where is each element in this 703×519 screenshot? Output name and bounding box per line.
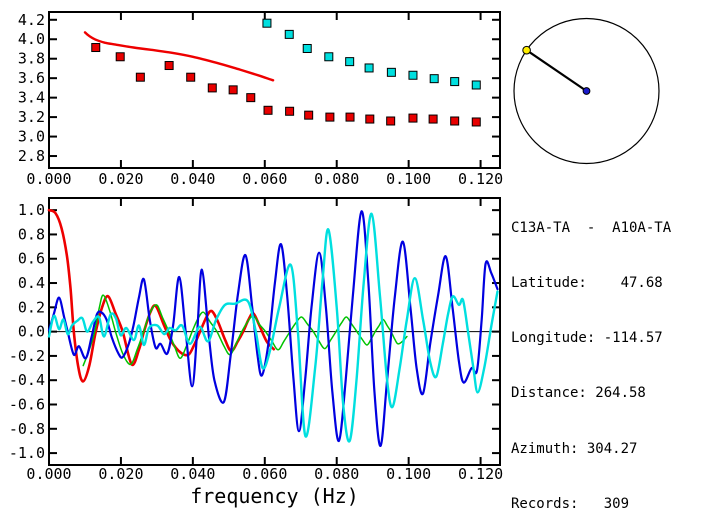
dispersion-frame — [48, 11, 501, 169]
phase-velocity-squares-point — [471, 80, 481, 90]
group-velocity-squares-point — [164, 61, 174, 71]
group-velocity-squares-point — [186, 72, 196, 82]
y-tick-label: 3.8 — [18, 50, 45, 68]
x-tick-label: 0.040 — [170, 465, 215, 483]
group-velocity-squares-point — [345, 112, 355, 122]
x-tick-label: 0.120 — [458, 170, 503, 188]
group-velocity-squares-point — [386, 116, 396, 126]
x-tick-label: 0.120 — [458, 465, 503, 483]
y-tick-label: 0.6 — [18, 250, 45, 268]
station-distance-line: Distance: 264.58 — [511, 385, 646, 402]
phase-velocity-squares-point — [284, 29, 294, 39]
center-station-dot-icon — [582, 87, 591, 95]
group-velocity-squares-point — [207, 83, 217, 93]
x-tick-label: 0.060 — [242, 170, 287, 188]
y-tick-label: 3.2 — [18, 108, 45, 126]
station-latitude-line: Latitude: 47.68 — [511, 275, 663, 292]
group-velocity-squares-point — [408, 113, 418, 123]
phase-velocity-squares-point — [429, 74, 439, 84]
group-velocity-squares-point — [285, 106, 295, 116]
station-pair-title: C13A-TA - A10A-TA — [511, 219, 672, 236]
y-tick-label: 0.8 — [18, 225, 45, 243]
y-tick-label: 1.0 — [18, 201, 45, 219]
x-tick-label: 0.080 — [314, 465, 359, 483]
x-tick-label: 0.080 — [314, 170, 359, 188]
x-tick-label: 0.100 — [386, 465, 431, 483]
compass-circle-icon — [513, 17, 660, 165]
y-tick-label: -0.4 — [9, 371, 45, 389]
phase-velocity-squares-point — [386, 67, 396, 77]
y-tick-label: 0.0 — [18, 323, 45, 341]
group-velocity-squares-point — [115, 52, 125, 62]
y-tick-label: -0.2 — [9, 347, 45, 365]
station-info-panel: C13A-TA - A10A-TA Latitude: 47.68 Longit… — [511, 182, 671, 519]
y-tick-label: 3.6 — [18, 69, 45, 87]
phase-velocity-squares-point — [408, 70, 418, 80]
group-velocity-squares-point — [450, 116, 460, 126]
phase-velocity-squares-point — [345, 57, 355, 67]
cyan-trace — [47, 212, 499, 443]
phase-velocity-squares-point — [324, 52, 334, 62]
station-azimuth-line: Azimuth: 304.27 — [511, 440, 638, 457]
y-tick-label: 3.0 — [18, 128, 45, 146]
station-records-line: Records: 309 — [511, 495, 630, 512]
group-velocity-squares-point — [428, 114, 438, 124]
x-tick-label: 0.000 — [26, 170, 71, 188]
group-velocity-squares-point — [304, 110, 314, 120]
x-tick-label: 0.020 — [98, 170, 143, 188]
azimuth-station-dot-icon — [522, 45, 531, 55]
y-tick-label: 4.2 — [18, 11, 45, 29]
phase-velocity-squares-point — [364, 63, 374, 73]
x-tick-label: 0.100 — [386, 170, 431, 188]
group-velocity-squares-point — [246, 93, 256, 103]
blue-trace — [47, 210, 499, 447]
x-tick-label: 0.040 — [170, 170, 215, 188]
x-tick-label: 0.060 — [242, 465, 287, 483]
y-tick-label: 0.2 — [18, 298, 45, 316]
y-tick-label: 4.0 — [18, 30, 45, 48]
phase-velocity-squares-point — [450, 77, 460, 87]
x-axis-title: frequency (Hz) — [190, 484, 359, 508]
azimuth-compass — [513, 17, 660, 165]
group-velocity-squares-point — [263, 105, 273, 115]
phase-velocity-squares-point — [262, 18, 272, 28]
y-tick-label: -1.0 — [9, 444, 45, 462]
phase-velocity-squares-point — [302, 43, 312, 53]
y-tick-label: 0.4 — [18, 274, 45, 292]
reference-dispersion-curve — [83, 31, 275, 82]
y-tick-label: 3.4 — [18, 89, 45, 107]
group-velocity-squares-point — [325, 112, 335, 122]
charts-area: 0.000 0.020 0.040 0.060 0.080 0.100 0.120 4.24.… — [9, 11, 503, 508]
group-velocity-squares-point — [471, 117, 481, 127]
group-velocity-squares-point — [135, 72, 145, 82]
group-velocity-squares-point — [91, 43, 101, 53]
group-velocity-squares-point — [365, 114, 375, 124]
y-tick-label: 2.8 — [18, 147, 45, 165]
azimuth-line — [525, 49, 588, 92]
dispersion-chart: 0.000 0.020 0.040 0.060 0.080 0.100 0.120 4.24.… — [18, 11, 503, 188]
y-tick-label: -0.8 — [9, 420, 45, 438]
correlation-chart: 0.000 0.020 0.040 0.060 0.080 0.100 0.120 1.0 0.… — [9, 197, 503, 508]
x-tick-label: 0.000 — [26, 465, 71, 483]
x-tick-label: 0.020 — [98, 465, 143, 483]
y-tick-label: -0.6 — [9, 396, 45, 414]
station-longitude-line: Longitude: -114.57 — [511, 330, 663, 347]
group-velocity-squares-point — [228, 85, 238, 95]
